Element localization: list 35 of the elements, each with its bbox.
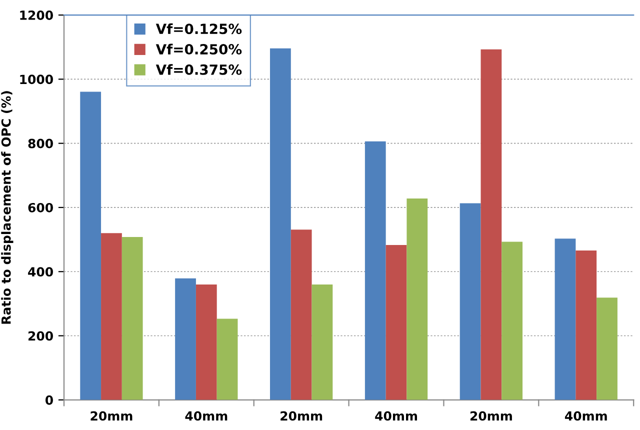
- bar: [576, 250, 597, 400]
- bar: [502, 242, 523, 400]
- y-tick-label: 800: [28, 138, 53, 148]
- bar: [406, 198, 428, 400]
- bar: [196, 284, 217, 400]
- y-tick-label: 400: [28, 267, 53, 277]
- bar: [80, 92, 102, 400]
- bar: [596, 298, 618, 400]
- y-tick-label: 1200: [20, 10, 53, 20]
- bar: [386, 245, 407, 400]
- bar: [460, 203, 481, 400]
- bar: [122, 236, 143, 400]
- x-tick-label: 20mm: [470, 411, 512, 421]
- bar: [554, 238, 576, 400]
- y-tick-label: 0: [45, 395, 53, 405]
- x-tick-label: 40mm: [185, 411, 228, 421]
- y-tick-label: 1000: [20, 74, 53, 84]
- bar: [364, 141, 386, 400]
- bar: [312, 284, 333, 400]
- bar: [101, 233, 122, 400]
- bar: [270, 48, 291, 400]
- legend-label: Vf=0.250%: [156, 44, 242, 55]
- bar: [480, 49, 502, 400]
- y-tick-label: 200: [28, 331, 53, 341]
- bar: [175, 278, 196, 400]
- x-tick-label: 20mm: [90, 411, 132, 421]
- bar: [216, 318, 238, 400]
- bar: [290, 230, 312, 400]
- x-tick-label: 40mm: [564, 411, 607, 421]
- x-tick-label: 40mm: [375, 411, 417, 421]
- y-axis-title: Ratio to displacement of OPC (%): [1, 91, 14, 324]
- y-tick-label: 600: [28, 202, 53, 212]
- legend-label: Vf=0.375%: [156, 64, 242, 75]
- x-tick-label: 20mm: [280, 411, 322, 421]
- legend-label: Vf=0.125%: [156, 23, 242, 34]
